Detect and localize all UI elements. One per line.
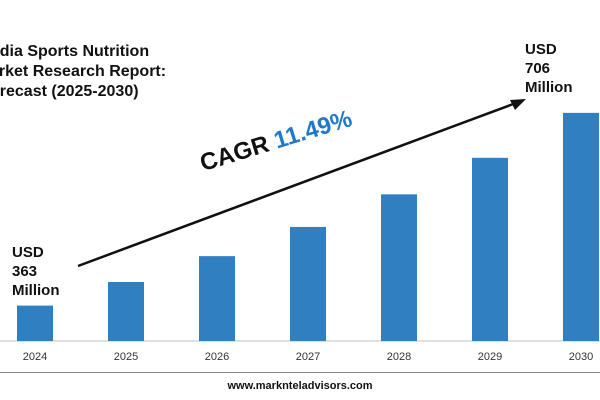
callout-line: Million <box>12 282 60 299</box>
bar-group <box>17 112 599 341</box>
x-tick-label: 2024 <box>23 351 47 363</box>
trend-arrow <box>77 99 526 268</box>
x-tick-label: 2028 <box>387 351 411 363</box>
x-tick-label: 2025 <box>114 351 138 363</box>
start-value-callout: USD 363 Million <box>12 243 60 300</box>
bar-2028 <box>381 194 417 341</box>
footer-divider <box>0 372 600 373</box>
end-value-callout: USD 706 Million <box>525 40 573 97</box>
x-tick-group: 2024 2025 2026 2027 2028 2029 2030 <box>23 351 593 363</box>
x-tick-label: 2029 <box>478 351 502 363</box>
title-line: ndia Sports Nutrition <box>0 43 150 60</box>
title-line: arket Research Report: <box>0 63 167 80</box>
chart-title: ndia Sports Nutrition arket Research Rep… <box>0 42 166 102</box>
callout-line: 706 <box>525 60 551 77</box>
callout-line: 363 <box>12 263 38 280</box>
bar-2029 <box>472 157 508 341</box>
footer-url: www.marknteladvisors.com <box>227 380 373 392</box>
callout-line: Million <box>525 79 573 96</box>
x-tick-label: 2027 <box>296 351 320 363</box>
bar-2030 <box>563 112 599 341</box>
callout-line: USD <box>525 41 557 58</box>
bar-2027 <box>290 226 326 341</box>
x-tick-label: 2026 <box>205 351 229 363</box>
bar-2026 <box>199 256 235 341</box>
x-tick-label: 2030 <box>569 351 593 363</box>
bar-2025 <box>108 282 144 341</box>
bar-2024 <box>17 305 53 341</box>
callout-line: USD <box>12 244 44 261</box>
title-line: orecast (2025-2030) <box>0 83 139 100</box>
